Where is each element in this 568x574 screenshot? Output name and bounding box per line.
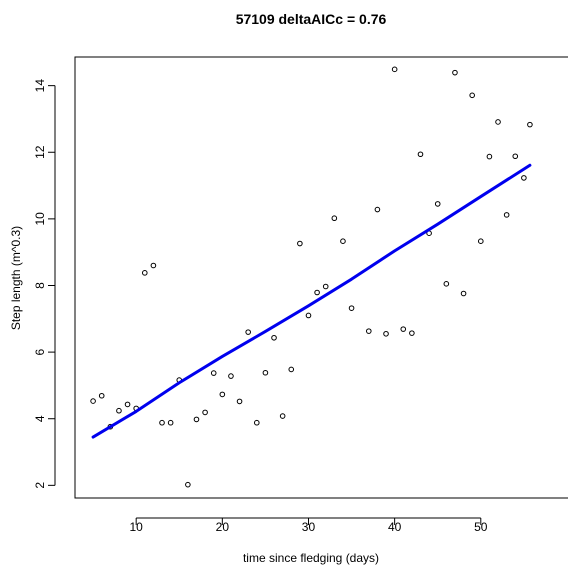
x-axis: 10 20 30 40 50 <box>129 517 488 534</box>
data-point <box>521 175 527 181</box>
data-point <box>495 119 501 125</box>
data-point <box>202 409 208 416</box>
data-point <box>279 413 286 419</box>
data-point <box>262 369 269 376</box>
data-point <box>477 238 484 244</box>
data-point <box>527 121 533 128</box>
data-point <box>271 334 277 341</box>
x-tick-label: 40 <box>388 520 402 534</box>
data-point <box>460 290 467 297</box>
data-point <box>443 281 450 287</box>
data-point <box>219 391 226 398</box>
data-point <box>305 312 312 319</box>
data-point <box>141 270 148 276</box>
data-point <box>340 238 346 244</box>
data-point <box>417 151 424 158</box>
data-point <box>322 283 329 290</box>
data-point <box>512 153 519 160</box>
data-point <box>150 262 157 269</box>
data-point <box>90 398 96 404</box>
data-points <box>90 66 533 488</box>
y-tick-label: 10 <box>33 212 47 226</box>
y-tick-label: 2 <box>33 482 47 489</box>
data-point <box>288 366 295 373</box>
data-point <box>331 215 338 222</box>
data-point <box>434 201 441 207</box>
data-point <box>193 416 200 423</box>
data-point <box>116 407 122 414</box>
chart-title: 57109 deltaAICc = 0.76 <box>236 11 387 27</box>
data-point <box>383 330 389 337</box>
data-point <box>314 289 320 296</box>
y-tick-label: 6 <box>33 348 47 355</box>
x-tick-label: 20 <box>216 520 230 534</box>
data-point <box>167 419 174 426</box>
data-point <box>365 328 372 334</box>
y-tick-label: 4 <box>33 415 47 422</box>
x-tick-label: 10 <box>129 520 143 534</box>
data-point <box>348 305 355 311</box>
data-point <box>374 206 381 213</box>
data-point <box>124 401 131 408</box>
y-tick-label: 12 <box>33 145 47 159</box>
data-point <box>400 326 407 332</box>
y-tick-label: 8 <box>33 282 47 289</box>
data-point <box>253 419 260 426</box>
data-point <box>391 66 398 73</box>
data-point <box>486 153 493 160</box>
data-point <box>245 329 251 335</box>
data-point <box>469 92 475 99</box>
data-point <box>452 69 458 76</box>
x-axis-label: time since fledging (days) <box>243 551 379 565</box>
data-point <box>210 370 217 376</box>
y-axis-label: Step length (m^0.3) <box>9 226 23 330</box>
data-point <box>185 481 191 488</box>
y-axis: 2 4 6 8 10 12 14 <box>33 79 56 489</box>
data-point <box>297 240 303 247</box>
data-point <box>409 330 415 336</box>
plot-frame <box>74 56 568 499</box>
y-tick-label: 14 <box>33 79 47 93</box>
x-tick-label: 30 <box>302 520 316 534</box>
data-point <box>236 398 243 405</box>
fit-line <box>91 163 532 439</box>
data-point <box>503 212 510 218</box>
x-tick-label: 50 <box>474 520 488 534</box>
data-point <box>98 392 105 399</box>
data-point <box>228 373 234 379</box>
data-point <box>159 419 165 426</box>
